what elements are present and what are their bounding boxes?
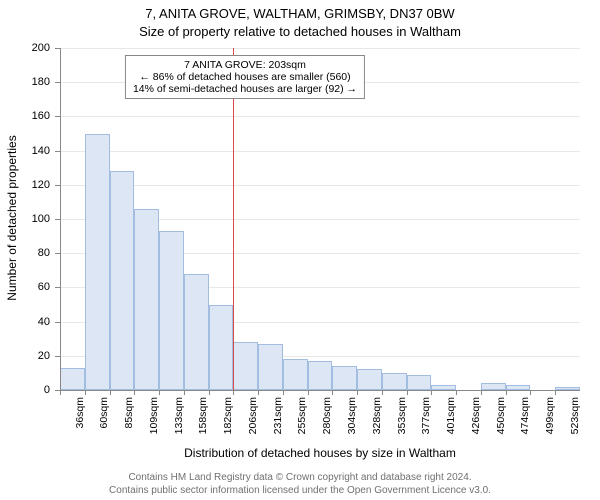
histogram-bar [283,359,308,390]
x-tick-label: 182sqm [222,397,234,434]
x-tick-label: 206sqm [247,397,259,434]
footer-line-1: Contains HM Land Registry data © Crown c… [0,472,600,485]
histogram-bar [159,231,184,390]
y-tick-label: 20 [38,350,50,362]
annotation-line-3: 14% of semi-detached houses are larger (… [133,83,357,95]
reference-line [233,48,234,390]
x-tick-label: 401sqm [445,397,457,434]
x-tick-label: 328sqm [371,397,383,434]
grid-line [60,116,580,117]
histogram-bar [85,134,110,391]
grid-line [60,151,580,152]
histogram-bar [110,171,135,390]
x-tick-label: 85sqm [123,397,135,429]
histogram-bar [407,375,432,390]
y-axis-line [60,48,61,390]
y-axis-title: Number of detached properties [5,118,19,318]
x-tick-label: 474sqm [519,397,531,434]
y-tick-label: 180 [32,76,50,88]
x-tick-label: 109sqm [148,397,160,434]
x-tick-label: 426sqm [470,397,482,434]
x-tick-label: 450sqm [495,397,507,434]
grid-line [60,185,580,186]
x-tick-label: 523sqm [569,397,581,434]
x-tick-label: 231sqm [272,397,284,434]
annotation-line-1: 7 ANITA GROVE: 203sqm [133,59,357,71]
histogram-bar [209,305,234,391]
y-tick-label: 200 [32,42,50,54]
histogram-bar [60,368,85,390]
x-tick-label: 499sqm [544,397,556,434]
chart-title-main: 7, ANITA GROVE, WALTHAM, GRIMSBY, DN37 0… [0,6,600,21]
x-axis-title: Distribution of detached houses by size … [60,446,580,460]
histogram-bar [308,361,333,390]
plot-area: 02040608010012014016018020036sqm60sqm85s… [60,48,580,390]
footer-line-2: Contains public sector information licen… [0,485,600,498]
y-tick-label: 100 [32,213,50,225]
footer-attribution: Contains HM Land Registry data © Crown c… [0,472,600,497]
annotation-box: 7 ANITA GROVE: 203sqm ← 86% of detached … [125,55,365,99]
histogram-bar [382,373,407,390]
x-tick-label: 133sqm [173,397,185,434]
x-tick-label: 377sqm [420,397,432,434]
histogram-bar [134,209,159,390]
y-tick-label: 80 [38,247,50,259]
x-tick-label: 353sqm [396,397,408,434]
x-tick-label: 60sqm [98,397,110,429]
grid-line [60,48,580,49]
annotation-line-2: ← 86% of detached houses are smaller (56… [133,71,357,83]
histogram-bar [357,369,382,390]
chart-title-sub: Size of property relative to detached ho… [0,24,600,39]
histogram-bar [258,344,283,390]
x-tick-label: 255sqm [296,397,308,434]
histogram-bar [233,342,258,390]
y-tick-label: 120 [32,179,50,191]
x-tick-label: 36sqm [74,397,86,429]
x-tick-label: 304sqm [346,397,358,434]
y-tick-label: 0 [44,384,50,396]
histogram-bar [481,383,506,390]
y-tick-label: 60 [38,281,50,293]
histogram-bar [184,274,209,390]
y-tick-label: 40 [38,316,50,328]
y-tick-label: 140 [32,145,50,157]
x-axis-line [60,390,580,391]
x-tick-label: 280sqm [321,397,333,434]
y-tick-label: 160 [32,110,50,122]
x-tick-label: 158sqm [197,397,209,434]
histogram-bar [332,366,357,390]
